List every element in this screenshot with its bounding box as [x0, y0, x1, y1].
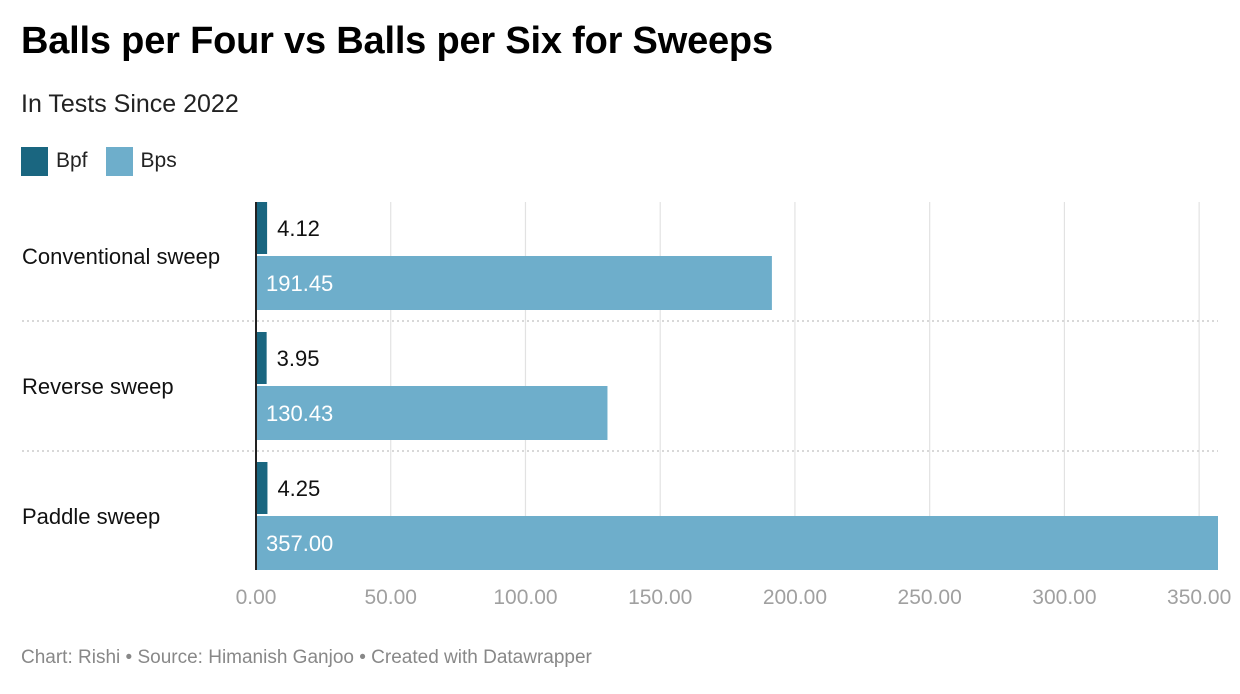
x-tick-label-6: 300.00 — [1032, 586, 1096, 609]
legend-label-bpf: Bpf — [56, 149, 88, 172]
category-label-1: Reverse sweep — [22, 374, 174, 399]
x-tick-label-1: 50.00 — [364, 586, 417, 609]
chart-footer: Chart: Rishi • Source: Himanish Ganjoo •… — [21, 647, 592, 668]
legend-item-bps: Bps — [105, 146, 177, 176]
chart-title: Balls per Four vs Balls per Six for Swee… — [21, 20, 773, 62]
legend-swatch-bpf — [21, 146, 48, 176]
value-label-bpf-2: 4.25 — [277, 476, 320, 501]
bar-bpf-0 — [256, 202, 268, 254]
value-label-bpf-1: 3.95 — [277, 346, 320, 371]
bar-bps-2 — [256, 516, 1218, 570]
value-label-bps-1: 130.43 — [266, 401, 333, 426]
x-tick-label-4: 200.00 — [763, 586, 827, 609]
category-label-2: Paddle sweep — [22, 504, 160, 529]
legend-swatch-bps — [105, 146, 133, 176]
x-tick-label-2: 100.00 — [493, 586, 557, 609]
legend: Bpf Bps — [21, 146, 195, 176]
bar-bps-0 — [256, 256, 772, 310]
bar-bpf-2 — [256, 462, 268, 514]
legend-item-bpf: Bpf — [21, 146, 88, 176]
bar-bpf-1 — [256, 332, 267, 384]
x-tick-label-3: 150.00 — [628, 586, 692, 609]
x-tick-label-7: 350.00 — [1167, 586, 1231, 609]
x-tick-label-0: 0.00 — [236, 586, 277, 609]
category-label-0: Conventional sweep — [22, 244, 220, 269]
legend-label-bps: Bps — [140, 149, 177, 172]
value-label-bps-0: 191.45 — [266, 271, 333, 296]
x-tick-label-5: 250.00 — [898, 586, 962, 609]
bar-bps-1 — [256, 386, 608, 440]
value-label-bps-2: 357.00 — [266, 531, 333, 556]
value-label-bpf-0: 4.12 — [277, 216, 320, 241]
chart-subtitle: In Tests Since 2022 — [21, 90, 239, 118]
